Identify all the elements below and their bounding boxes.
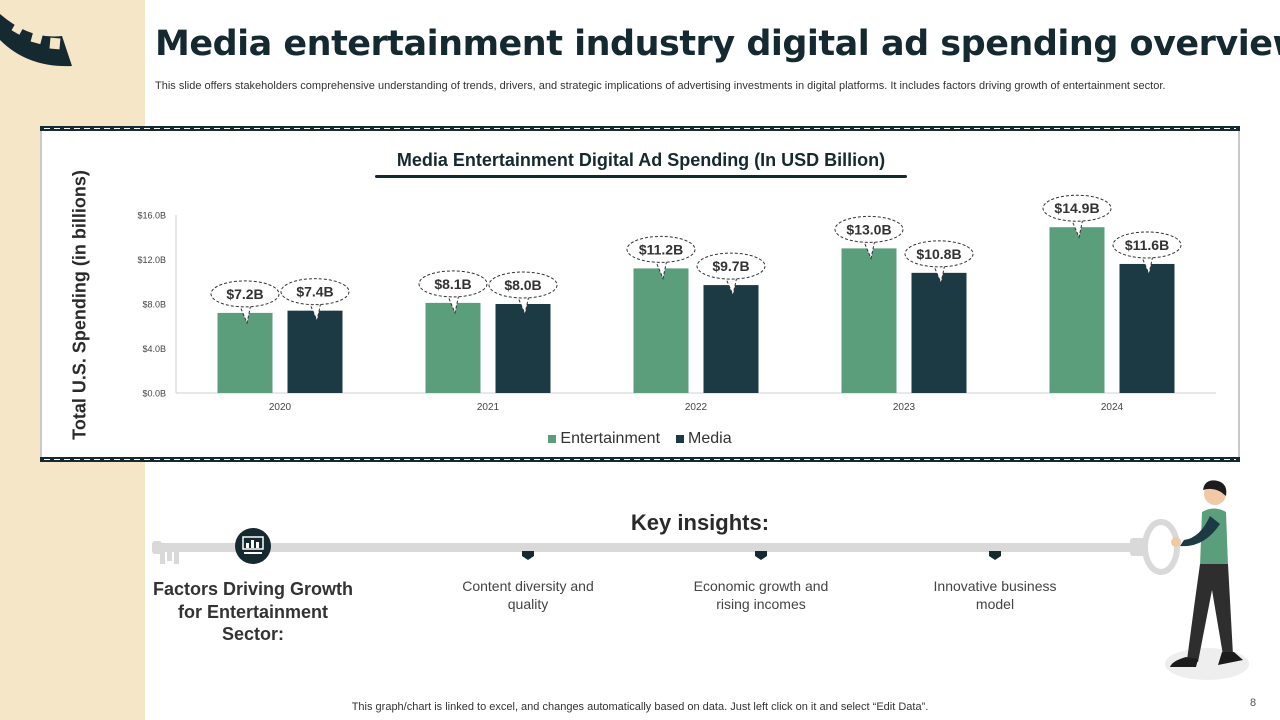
key-teeth [160, 552, 179, 564]
data-label: $7.2B [226, 286, 263, 302]
chart-title: Media Entertainment Digital Ad Spending … [396, 150, 886, 170]
bar-entertainment-2022[interactable] [633, 268, 689, 393]
data-label: $10.8B [916, 246, 961, 262]
legend-entertainment[interactable]: Entertainment [548, 430, 660, 448]
data-label-pointer-mask [309, 298, 321, 304]
data-label: $14.9B [1054, 200, 1099, 216]
y-tick-label: $8.0B [142, 300, 166, 310]
page-number: 8 [1250, 697, 1257, 709]
y-tick-label: $4.0B [142, 344, 166, 354]
data-label-pointer-mask [1071, 215, 1083, 221]
bar-media-2023[interactable] [911, 272, 967, 393]
y-tick-label: $0.0B [142, 389, 166, 399]
x-tick-label: 2023 [893, 402, 916, 413]
bar-entertainment-2020[interactable] [217, 312, 273, 393]
data-label-bubble [280, 278, 350, 306]
chart-title-underline [375, 175, 907, 178]
x-tick-label: 2020 [269, 402, 292, 413]
factors-heading: Factors Driving Growth for Entertainment… [152, 579, 354, 644]
x-tick-label: 2021 [477, 402, 500, 413]
film-strip-icon [0, 14, 72, 67]
y-tick-label: $16.0B [137, 211, 166, 221]
key-tip [152, 541, 162, 554]
key-shaft [158, 543, 1138, 552]
data-label: $11.6B [1125, 237, 1169, 253]
data-label-bubble [418, 270, 488, 298]
data-label: $7.4B [296, 284, 333, 300]
bar-entertainment-2023[interactable] [841, 248, 897, 393]
bar-chart[interactable]: $0.0B $4.0B $8.0B $12.0B $16.0B 2020 $7.2B $7.4… [0, 0, 1280, 470]
legend-media[interactable]: Media [676, 430, 732, 448]
insight-marker-3 [989, 551, 1001, 560]
data-label: $13.0B [846, 221, 891, 237]
data-label-bubble [904, 240, 974, 268]
legend-swatch-entertainment [548, 435, 557, 443]
data-label-pointer-mask [239, 300, 251, 306]
page-subtitle: This slide offers stakeholders comprehen… [155, 80, 1166, 92]
data-label: $11.2B [639, 241, 683, 257]
data-label-bubble [1042, 194, 1112, 222]
data-label-pointer-mask [447, 290, 459, 296]
chart-top-border [40, 126, 1240, 131]
key-bow [1142, 519, 1180, 575]
page-title: Media entertainment industry digital ad … [155, 24, 1280, 64]
bar-media-2024[interactable] [1119, 263, 1175, 393]
data-label-bubble [834, 215, 904, 243]
data-label: $8.0B [504, 277, 541, 293]
data-label-pointer-mask [1141, 251, 1153, 257]
data-label-bubble [210, 280, 280, 308]
key-collar [1130, 538, 1146, 556]
data-label-pointer-mask [725, 273, 737, 279]
x-tick-label: 2022 [685, 402, 708, 413]
x-tick-label: 2024 [1101, 402, 1124, 413]
insight-marker-1 [522, 551, 534, 560]
data-label: $9.7B [712, 258, 749, 274]
data-label: $8.1B [434, 276, 471, 292]
bar-entertainment-2024[interactable] [1049, 227, 1105, 393]
insight-item-3: Innovative business model [933, 578, 1057, 612]
bar-media-2021[interactable] [495, 304, 551, 393]
person-holding-key-illustration [1165, 480, 1249, 680]
data-label-pointer-mask [655, 256, 667, 262]
legend-label-entertainment: Entertainment [560, 430, 661, 447]
y-tick-label: $12.0B [137, 255, 166, 265]
data-label-pointer-mask [933, 260, 945, 266]
data-label-bubble [1112, 231, 1182, 259]
data-label-bubble [488, 271, 558, 299]
bar-media-2020[interactable] [287, 310, 343, 393]
data-label-pointer-mask [863, 236, 875, 242]
bar-media-2022[interactable] [703, 285, 759, 393]
chart-legend[interactable]: Entertainment Media [0, 430, 1280, 448]
insight-marker-2 [755, 551, 767, 560]
data-label-pointer-mask [517, 292, 529, 297]
data-label-bubble [626, 235, 696, 263]
insight-item-1: Content diversity and quality [462, 578, 594, 612]
data-label-bubble [696, 252, 766, 280]
footer-note: This graph/chart is linked to excel, and… [351, 701, 929, 713]
bar-entertainment-2021[interactable] [425, 302, 481, 393]
legend-swatch-media [676, 435, 685, 443]
key-insights-title: Key insights: [630, 510, 770, 535]
legend-label-media: Media [688, 430, 732, 447]
insight-item-2: Economic growth and rising incomes [693, 578, 829, 612]
chart-bottom-border [40, 457, 1240, 462]
